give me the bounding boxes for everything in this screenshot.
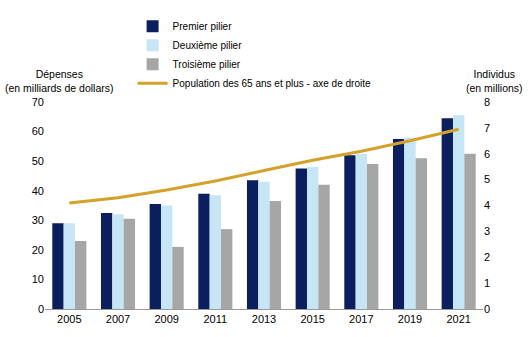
svg-text:2021: 2021 [446,313,470,325]
svg-text:2013: 2013 [252,313,276,325]
svg-text:2009: 2009 [154,313,178,325]
svg-text:2: 2 [484,251,490,263]
svg-text:0: 0 [38,303,44,315]
svg-text:Individus(en millions): Individus(en millions) [466,68,523,94]
svg-text:0: 0 [484,303,490,315]
svg-text:40: 40 [32,185,44,197]
svg-text:Dépenses(en milliards de dolla: Dépenses(en milliards de dollars) [5,68,114,94]
svg-text:1: 1 [484,277,490,289]
svg-text:2005: 2005 [57,313,81,325]
svg-text:2017: 2017 [349,313,373,325]
svg-text:2011: 2011 [204,313,228,325]
svg-text:Deuxième pilier: Deuxième pilier [173,40,243,51]
svg-text:2007: 2007 [106,313,130,325]
svg-text:60: 60 [32,125,44,137]
svg-text:Troisième pilier: Troisième pilier [173,59,241,70]
svg-text:30: 30 [32,214,44,226]
svg-text:2019: 2019 [398,313,422,325]
svg-text:7: 7 [484,122,490,134]
svg-text:70: 70 [32,96,44,108]
svg-text:20: 20 [32,244,44,256]
svg-text:50: 50 [32,155,44,167]
svg-text:Population des 65 ans et plus: Population des 65 ans et plus - axe de d… [173,78,371,89]
svg-text:4: 4 [484,199,490,211]
svg-text:6: 6 [484,148,490,160]
svg-text:2015: 2015 [300,313,324,325]
svg-text:3: 3 [484,225,490,237]
svg-text:8: 8 [484,96,490,108]
svg-text:5: 5 [484,173,490,185]
svg-text:Premier pilier: Premier pilier [173,21,233,32]
svg-text:10: 10 [32,273,44,285]
